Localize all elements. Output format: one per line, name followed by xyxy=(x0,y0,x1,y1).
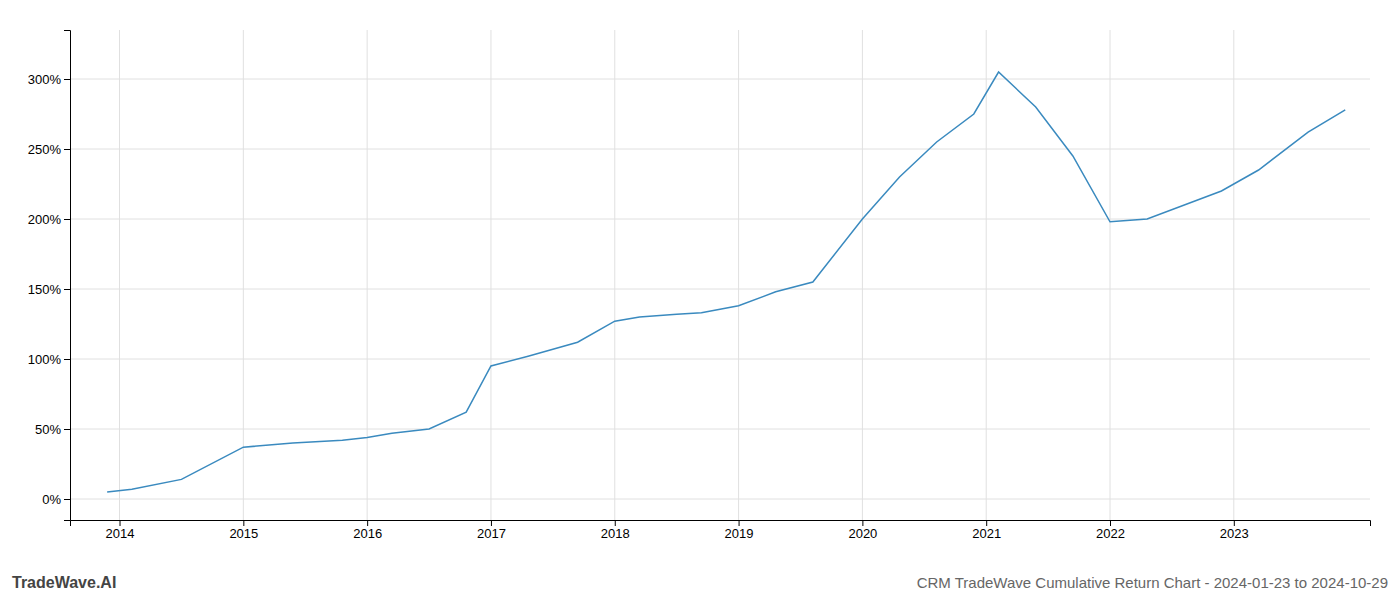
x-tick-label: 2020 xyxy=(848,526,877,541)
grid-line xyxy=(70,289,1370,290)
y-tick-label: 300% xyxy=(28,72,62,87)
y-tick-label: 200% xyxy=(28,212,62,227)
y-tick-mark xyxy=(64,79,70,80)
grid-line xyxy=(70,149,1370,150)
y-tick-mark xyxy=(64,499,70,500)
x-tick-mark xyxy=(1110,520,1111,526)
y-tick-label: 0% xyxy=(42,492,61,507)
y-tick-mark xyxy=(64,359,70,360)
y-tick-mark xyxy=(64,219,70,220)
grid-line xyxy=(70,499,1370,500)
title: CRM TradeWave Cumulative Return Chart - … xyxy=(917,574,1388,591)
y-tick-mark xyxy=(64,149,70,150)
x-tick-mark xyxy=(491,520,492,526)
grid-line xyxy=(70,429,1370,430)
grid-line xyxy=(70,219,1370,220)
x-tick: 2016 xyxy=(353,520,382,541)
y-axis-line xyxy=(64,31,71,521)
y-tick-mark xyxy=(64,289,70,290)
x-tick-label: 2014 xyxy=(106,526,135,541)
x-tick: 2018 xyxy=(601,520,630,541)
y-tick-label: 100% xyxy=(28,352,62,367)
y-tick: 200% xyxy=(28,212,70,227)
grid-line xyxy=(70,79,1370,80)
x-tick-mark xyxy=(120,520,121,526)
y-tick: 50% xyxy=(35,422,70,437)
y-tick: 100% xyxy=(28,352,70,367)
y-tick-label: 150% xyxy=(28,282,62,297)
x-tick-label: 2021 xyxy=(972,526,1001,541)
x-tick: 2017 xyxy=(477,520,506,541)
y-tick: 300% xyxy=(28,72,70,87)
x-tick-label: 2017 xyxy=(477,526,506,541)
x-tick: 2019 xyxy=(725,520,754,541)
grid-line xyxy=(70,359,1370,360)
y-tick-label: 50% xyxy=(35,422,61,437)
y-tick: 150% xyxy=(28,282,70,297)
y-tick: 0% xyxy=(42,492,70,507)
plot-area xyxy=(107,72,1345,492)
grid-line xyxy=(614,30,615,520)
y-tick-label: 250% xyxy=(28,142,62,157)
x-axis-line xyxy=(71,521,1371,527)
x-tick-mark xyxy=(986,520,987,526)
x-tick-mark xyxy=(739,520,740,526)
x-tick: 2015 xyxy=(229,520,258,541)
grid-line xyxy=(119,30,120,520)
grid-line xyxy=(986,30,987,520)
x-tick-mark xyxy=(862,520,863,526)
x-tick-label: 2015 xyxy=(229,526,258,541)
y-axis: 0% 50% 100% 150% 200% 250% 300% xyxy=(28,31,71,521)
chart: 2014 2015 2016 2017 2018 2019 2020 2021 2022 2023… xyxy=(0,0,1400,600)
x-tick: 2023 xyxy=(1220,520,1249,541)
x-tick: 2021 xyxy=(972,520,1001,541)
y-tick-mark xyxy=(64,429,70,430)
x-tick-label: 2019 xyxy=(725,526,754,541)
watermark: TradeWave.AI xyxy=(12,574,116,591)
x-tick-mark xyxy=(1234,520,1235,526)
grid-line xyxy=(862,30,863,520)
line xyxy=(107,72,1345,492)
x-tick-label: 2018 xyxy=(601,526,630,541)
x-tick-label: 2022 xyxy=(1096,526,1125,541)
x-axis: 2014 2015 2016 2017 2018 2019 2020 2021 2022 2023 xyxy=(71,520,1371,541)
grid-line xyxy=(1110,30,1111,520)
grid-line xyxy=(1233,30,1234,520)
x-tick-label: 2016 xyxy=(353,526,382,541)
x-tick-mark xyxy=(367,520,368,526)
x-tick-mark xyxy=(243,520,244,526)
x-tick-label: 2023 xyxy=(1220,526,1249,541)
x-tick: 2022 xyxy=(1096,520,1125,541)
x-tick-mark xyxy=(615,520,616,526)
x-tick: 2014 xyxy=(106,520,135,541)
y-tick: 250% xyxy=(28,142,70,157)
grid-line xyxy=(738,30,739,520)
grid-line xyxy=(367,30,368,520)
x-tick: 2020 xyxy=(848,520,877,541)
grid xyxy=(70,30,1370,520)
grid-line xyxy=(490,30,491,520)
